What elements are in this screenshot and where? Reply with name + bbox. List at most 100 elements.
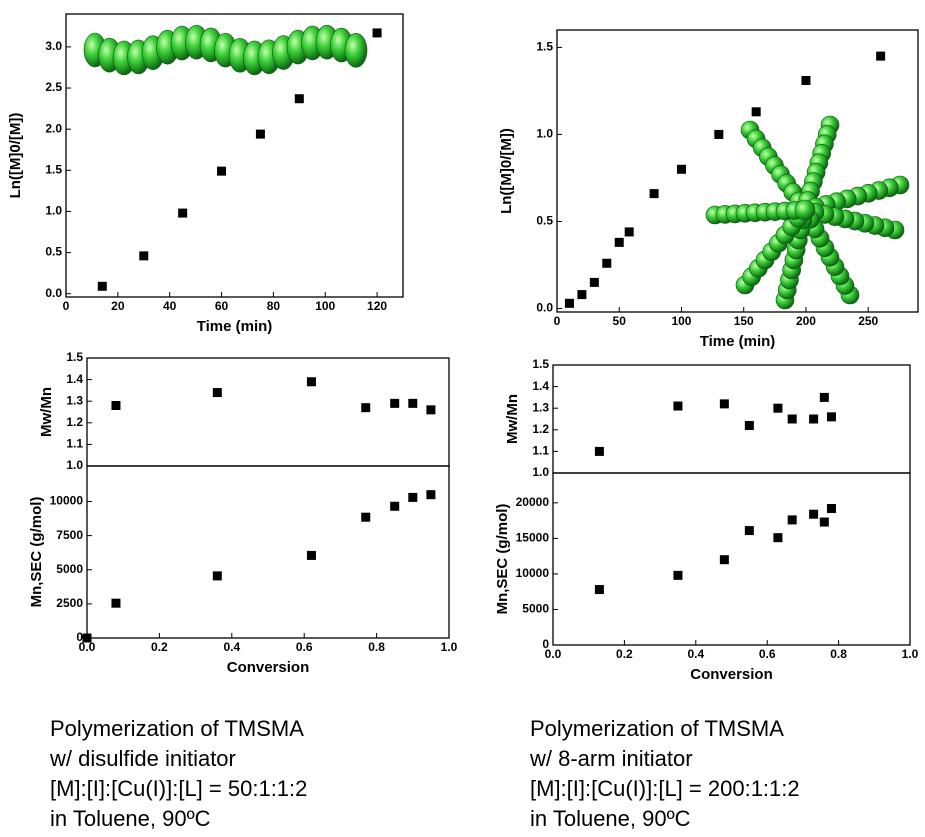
caption-line: [M]:[I]:[Cu(I)]:[L] = 200:1:1:2 [530,776,800,801]
x-tick-label: 1.0 [902,647,919,661]
data-point [577,290,587,300]
data-point [676,164,686,174]
data-point [97,281,107,291]
data-point [361,403,371,413]
caption-line: w/ 8-arm initiator [529,746,693,771]
y-tick-label: 10000 [516,566,550,580]
data-point [212,571,222,581]
x-tick-label: 40 [163,299,177,313]
y-tick-label: 5000 [56,562,83,576]
y-axis-label: Mw/Mn [504,394,521,444]
data-point [614,237,624,247]
y-tick-label: 1.5 [532,357,549,371]
data-point [82,633,92,643]
data-point [809,414,819,424]
x-tick-label: 250 [858,314,878,328]
y-tick-label: 1.0 [532,465,549,479]
data-point [826,412,836,422]
data-point [594,585,604,595]
x-tick-label: 100 [671,314,691,328]
x-tick-label: 150 [734,314,754,328]
y-tick-label: 1.3 [66,393,83,407]
x-axis-label: Conversion [690,666,773,683]
x-axis-label: Time (min) [197,318,273,335]
y-tick-label: 1.5 [66,350,83,364]
data-point [744,420,754,430]
data-point [212,388,222,398]
plot-frame [556,29,919,313]
data-point [624,227,634,237]
y-tick-label: 1.2 [532,422,549,436]
data-point [306,550,316,560]
y-tick-label: 0 [76,630,83,644]
plot-frame [552,364,911,474]
data-point [594,446,604,456]
plot-frame [552,472,911,646]
data-point [773,533,783,543]
y-tick-label: 0.5 [536,214,553,228]
x-tick-label: 100 [315,299,335,313]
caption-line: [M]:[I]:[Cu(I)]:[L] = 50:1:1:2 [50,776,307,801]
caption-line: Polymerization of TMSMA [50,716,304,741]
caption-line: Polymerization of TMSMA [530,716,784,741]
data-point [255,129,265,139]
x-tick-label: 0.6 [296,640,313,654]
x-tick-label: 0.4 [223,640,240,654]
data-point [294,94,304,104]
y-tick-label: 0 [542,637,549,651]
data-point [751,107,761,117]
y-tick-label: 1.5 [45,162,62,176]
y-tick-label: 0.0 [45,286,62,300]
y-tick-label: 0.5 [45,245,62,259]
y-axis-label: Mn,SEC (g/mol) [28,497,45,608]
data-point [390,398,400,408]
y-tick-label: 2500 [56,596,83,610]
data-point [139,251,149,261]
polymer-bead [344,32,368,68]
data-point [306,377,316,387]
y-tick-label: 1.0 [66,458,83,472]
data-point [217,166,227,176]
y-tick-label: 1.4 [66,372,83,386]
polymer-bead [794,199,816,221]
data-point [178,208,188,218]
x-tick-label: 0.2 [151,640,168,654]
data-point [408,492,418,502]
y-tick-label: 20000 [516,495,550,509]
data-point [390,501,400,511]
y-tick-label: 1.0 [45,204,62,218]
y-tick-label: 7500 [56,528,83,542]
caption-line: in Toluene, 90ºC [530,806,691,831]
y-tick-label: 2.5 [45,80,62,94]
x-tick-label: 0 [554,314,561,328]
data-point [719,399,729,409]
x-tick-label: 60 [215,299,229,313]
data-point [787,515,797,525]
x-axis-label: Conversion [227,659,310,676]
data-point [826,504,836,514]
x-tick-label: 0.0 [79,640,96,654]
y-tick-label: 5000 [522,602,549,616]
y-tick-label: 3.0 [45,39,62,53]
y-tick-label: 2.0 [45,121,62,135]
x-tick-label: 1.0 [441,640,458,654]
y-axis-label: Mw/Mn [38,387,55,437]
y-tick-label: 1.4 [532,379,549,393]
y-tick-label: 1.2 [66,415,83,429]
plot-frame [86,465,450,639]
x-tick-label: 120 [367,299,387,313]
data-point [773,403,783,413]
data-point [408,398,418,408]
data-point [602,258,612,268]
data-point [589,277,599,287]
x-tick-label: 20 [111,299,125,313]
data-point [744,526,754,536]
y-tick-label: 1.0 [536,127,553,141]
data-point [801,75,811,85]
y-axis-label: Ln([M]0/[M]) [498,128,515,214]
y-axis-label: Mn,SEC (g/mol) [494,504,511,615]
data-point [564,298,574,308]
x-tick-label: 0.2 [616,647,633,661]
x-tick-label: 0.8 [830,647,847,661]
